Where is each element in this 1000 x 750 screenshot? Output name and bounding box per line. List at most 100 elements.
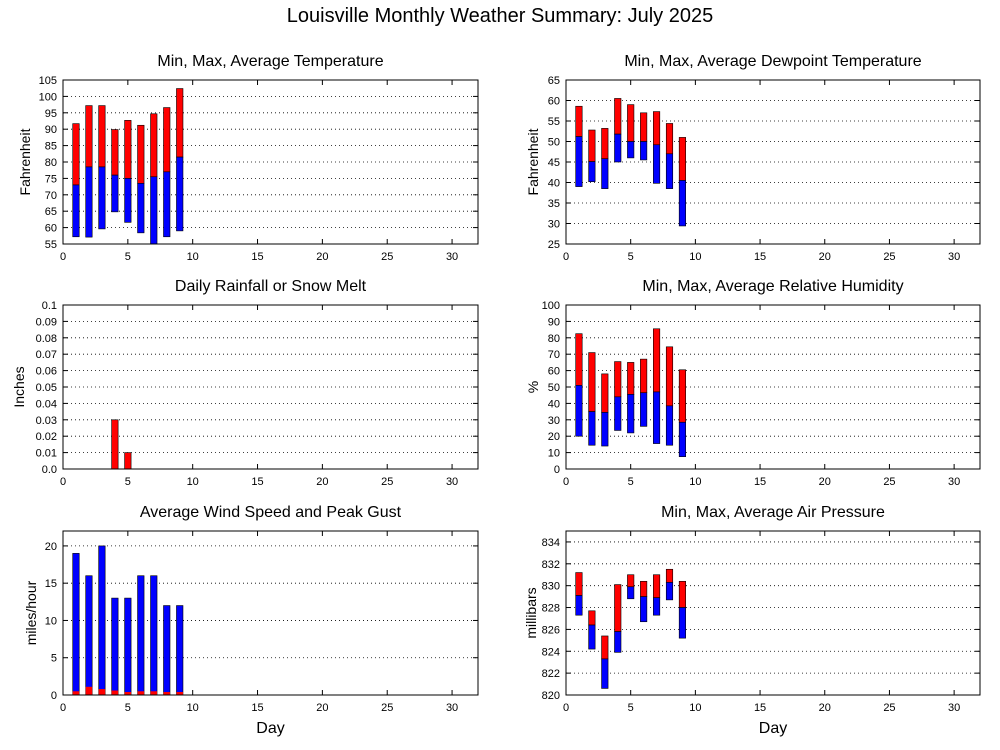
y-tick-label: 30: [548, 415, 560, 427]
bar-lower-segment: [640, 596, 648, 623]
chart-wind: Average Wind Speed and Peak Gust miles/ho…: [23, 504, 479, 737]
x-tick-label: 20: [819, 251, 831, 263]
x-tick-label: 25: [381, 476, 393, 488]
y-axis-label: miles/hour: [23, 580, 39, 645]
bar-lower-segment: [640, 141, 648, 161]
y-tick-label: 0.01: [36, 448, 57, 460]
plot-frame: [62, 79, 479, 245]
x-tick-label: 20: [819, 702, 831, 714]
bar-lower-segment: [614, 631, 622, 653]
x-tick-label: 0: [563, 251, 569, 263]
y-axis-label: Fahrenheit: [525, 128, 541, 195]
y-tick-label: 105: [39, 75, 57, 87]
bar-lower-segment: [678, 180, 686, 227]
bar-average-wind: [137, 691, 145, 695]
chart-rainfall: Daily Rainfall or Snow Melt Inches 0.0 0.01…: [11, 278, 479, 488]
chart-title: Average Wind Speed and Peak Gust: [140, 504, 402, 521]
x-tick-label: 30: [948, 702, 960, 714]
plot-frame: [565, 304, 981, 470]
bar-lower-segment: [627, 394, 635, 434]
y-tick-label: 0.02: [36, 431, 57, 443]
bar-lower-segment: [627, 586, 635, 600]
x-tick-label: 20: [316, 702, 328, 714]
y-tick-label: 15: [45, 578, 57, 590]
page-title: Louisville Monthly Weather Summary: July…: [286, 5, 714, 27]
bar-average-wind: [72, 691, 80, 695]
bar-lower-segment: [601, 158, 609, 189]
x-tick-label: 15: [754, 251, 766, 263]
x-tick-label: 10: [187, 702, 199, 714]
y-tick-label: 830: [542, 581, 560, 593]
x-tick-label: 25: [883, 251, 895, 263]
y-tick-label: 45: [548, 157, 560, 169]
bar-lower-segment: [137, 183, 145, 234]
x-tick-label: 25: [883, 702, 895, 714]
bar-lower-segment: [627, 141, 635, 159]
bar-lower-segment: [678, 421, 686, 458]
x-tick-label: 0: [60, 476, 66, 488]
bar-lower-segment: [653, 597, 661, 616]
bar-upper-segment: [601, 635, 609, 660]
bar-lower-segment: [575, 385, 583, 437]
x-tick-label: 30: [446, 702, 458, 714]
y-tick-label: 80: [548, 333, 560, 345]
x-tick-label: 30: [948, 251, 960, 263]
plot-frame: [565, 79, 981, 245]
y-tick-label: 40: [548, 398, 560, 410]
bar-average-wind: [85, 686, 93, 695]
y-tick-label: 80: [45, 157, 57, 169]
bar-lower-segment: [575, 136, 583, 187]
chart-dewpoint: Min, Max, Average Dewpoint Temperature Fa…: [525, 53, 981, 263]
plot-frame: [565, 530, 981, 696]
bar-lower-segment: [601, 412, 609, 447]
bar-average-wind: [111, 690, 119, 695]
x-tick-label: 5: [125, 251, 131, 263]
bar-upper-segment: [575, 572, 583, 596]
y-tick-label: 40: [548, 178, 560, 190]
bar-average-wind: [150, 691, 158, 695]
y-tick-label: 0.09: [36, 316, 57, 328]
x-tick-label: 5: [628, 476, 634, 488]
y-tick-label: 30: [548, 219, 560, 231]
y-tick-label: 60: [548, 366, 560, 378]
x-tick-label: 5: [125, 476, 131, 488]
bar-lower-segment: [98, 166, 106, 230]
x-tick-label: 30: [948, 476, 960, 488]
y-axis-label: millibars: [523, 587, 539, 638]
chart-title: Min, Max, Average Relative Humidity: [642, 278, 903, 295]
x-tick-label: 10: [689, 251, 701, 263]
chart-title: Min, Max, Average Dewpoint Temperature: [624, 53, 921, 70]
bar-lower-segment: [588, 161, 596, 182]
bar-upper-segment: [614, 584, 622, 632]
y-tick-label: 10: [548, 448, 560, 460]
y-tick-label: 95: [45, 108, 57, 120]
plot-frame: [62, 304, 479, 470]
bar-average-wind: [176, 692, 183, 695]
y-tick-label: 70: [548, 349, 560, 361]
y-tick-label: 100: [542, 300, 560, 312]
y-tick-label: 65: [45, 206, 57, 218]
bar-lower-segment: [614, 396, 622, 431]
y-tick-label: 822: [542, 668, 560, 680]
y-tick-label: 35: [548, 198, 560, 210]
y-axis-label: Fahrenheit: [17, 128, 33, 195]
y-tick-label: 25: [548, 239, 560, 251]
y-tick-label: 85: [45, 141, 57, 153]
y-tick-label: 20: [548, 431, 560, 443]
x-tick-label: 25: [883, 476, 895, 488]
y-axis-label: Inches: [11, 366, 27, 407]
bar-average-wind: [98, 689, 106, 695]
y-tick-label: 0.08: [36, 333, 57, 345]
bar-lower-segment: [665, 582, 674, 601]
y-tick-label: 0.06: [36, 366, 57, 378]
y-tick-label: 0.1: [42, 300, 57, 312]
chart-title: Daily Rainfall or Snow Melt: [175, 278, 367, 295]
y-tick-label: 0.05: [36, 382, 57, 394]
bar-lower-segment: [640, 392, 648, 427]
x-tick-label: 20: [316, 251, 328, 263]
x-tick-label: 10: [187, 476, 199, 488]
chart-title: Min, Max, Average Temperature: [157, 53, 383, 70]
y-tick-label: 832: [542, 559, 560, 571]
x-tick-label: 0: [60, 251, 66, 263]
